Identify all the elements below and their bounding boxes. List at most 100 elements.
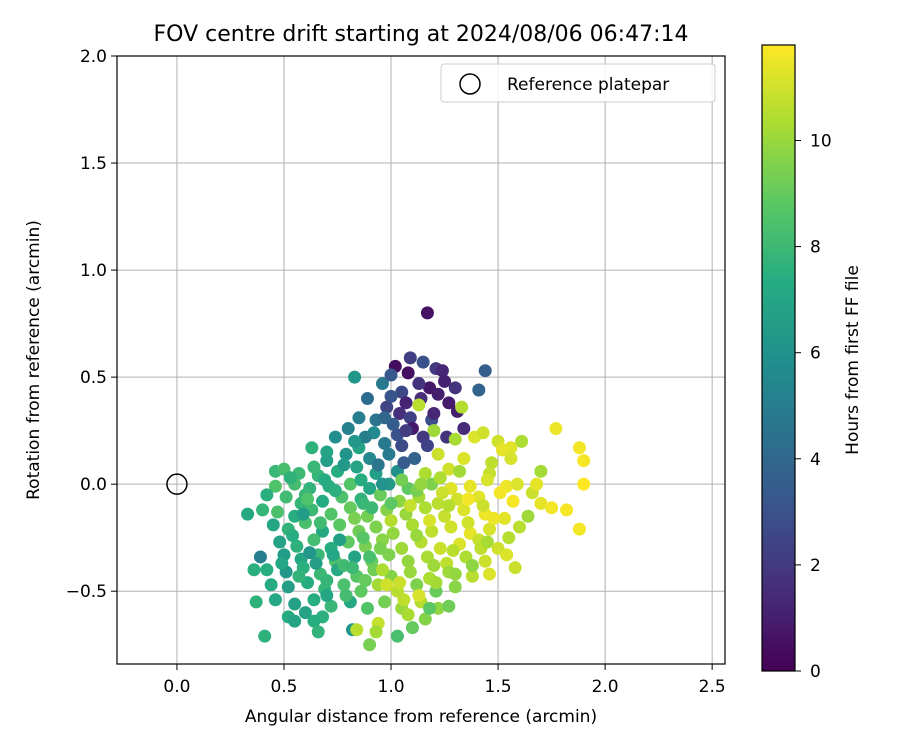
scatter-point [382, 447, 396, 461]
scatter-point [298, 606, 312, 620]
scatter-point [305, 441, 319, 455]
scatter-point [375, 477, 389, 491]
colorbar-frame [761, 44, 796, 672]
scatter-point [339, 588, 353, 602]
scatter-point [268, 593, 282, 607]
scatter-point [290, 539, 304, 553]
scatter-point [401, 366, 415, 380]
scatter-point [328, 484, 342, 498]
scatter-point [438, 509, 452, 523]
scatter-point [260, 563, 274, 577]
y-tick-label: −0.5 [66, 582, 107, 602]
scatter-point [363, 481, 377, 495]
scatter-point [478, 554, 492, 568]
scatter-point [448, 580, 462, 594]
scatter-point [448, 432, 462, 446]
scatter-point [405, 621, 419, 635]
x-tick-label: 0.5 [270, 677, 297, 697]
scatter-point [279, 490, 293, 504]
scatter-point [369, 625, 383, 639]
scatter-point [375, 377, 389, 391]
scatter-point [405, 518, 419, 532]
scatter-point [266, 518, 280, 532]
scatter-point [320, 445, 334, 459]
scatter-point [480, 535, 494, 549]
chart-title: FOV centre drift starting at 2024/08/06 … [154, 22, 689, 47]
scatter-point [320, 588, 334, 602]
scatter-point [397, 593, 411, 607]
scatter-point [384, 389, 398, 403]
scatter-point [423, 601, 437, 615]
scatter-point [493, 486, 507, 500]
scatter-point [534, 464, 548, 478]
scatter-point [356, 531, 370, 545]
scatter-point [442, 396, 456, 410]
scatter-point [457, 422, 471, 436]
colorbar-tick-label: 0 [810, 662, 821, 682]
scatter-point [350, 460, 364, 474]
scatter-point [545, 501, 559, 515]
colorbar: 0 2 4 6 8 10 Hours from first FF file [761, 44, 863, 682]
scatter-point [403, 499, 417, 513]
scatter-point [420, 439, 434, 453]
scatter-point [442, 599, 456, 613]
scatter-point [395, 439, 409, 453]
scatter-point [577, 477, 591, 491]
y-tick-label: 0.0 [80, 475, 107, 495]
y-tick-label: 0.5 [80, 368, 107, 388]
legend-marker-icon [459, 73, 481, 95]
scatter-point [384, 514, 398, 528]
scatter-point [384, 368, 398, 382]
scatter-point [461, 492, 475, 506]
colorbar-tick-label: 6 [810, 344, 821, 364]
scatter-point [427, 407, 441, 421]
scatter-point [495, 443, 509, 457]
colorbar-ticks: 0 2 4 6 8 10 [795, 131, 832, 682]
scatter-point [343, 501, 357, 515]
scatter-point [363, 550, 377, 564]
legend-box [440, 63, 716, 103]
scatter-point [283, 471, 297, 485]
x-tick-label: 1.5 [485, 677, 512, 697]
scatter-point [483, 522, 497, 536]
scatter-point [369, 520, 383, 534]
legend: Reference platepar [440, 63, 716, 103]
scatter-point [423, 514, 437, 528]
scatter-point [256, 503, 270, 517]
scatter-point [442, 462, 456, 476]
scatter-point [268, 479, 282, 493]
scatter-point [425, 524, 439, 538]
scatter-point [472, 383, 486, 397]
scatter-point [348, 511, 362, 525]
scatter-point [360, 601, 374, 615]
scatter-point [448, 567, 462, 581]
scatter-point [510, 477, 524, 491]
scatter-point [378, 411, 392, 425]
scatter-point [303, 546, 317, 560]
scatter-point [429, 576, 443, 590]
scatter-point [512, 520, 526, 534]
reference-platepar-marker [166, 473, 188, 495]
scatter-point [343, 477, 357, 491]
scatter-point [358, 574, 372, 588]
scatter-point [457, 503, 471, 517]
scatter-point [318, 473, 332, 487]
x-tick-label: 0.0 [163, 677, 190, 697]
scatter-point [358, 430, 372, 444]
scatter-point [253, 550, 267, 564]
scatter-point [395, 385, 409, 399]
scatter-point [309, 556, 323, 570]
x-axis-label: Angular distance from reference (arcmin) [245, 707, 597, 727]
scatter-point [455, 400, 469, 414]
scatter-point [448, 381, 462, 395]
y-axis-ticks: −0.5 0.0 0.5 1.0 1.5 2.0 [66, 47, 117, 602]
x-axis-ticks: 0.0 0.5 1.0 1.5 2.0 2.5 [163, 664, 726, 697]
scatter-point [521, 509, 535, 523]
scatter-point [307, 460, 321, 474]
scatter-point [375, 563, 389, 577]
scatter-point [247, 563, 261, 577]
scatter-point [378, 436, 392, 450]
scatter-point [296, 507, 310, 521]
scatter-point [485, 456, 499, 470]
